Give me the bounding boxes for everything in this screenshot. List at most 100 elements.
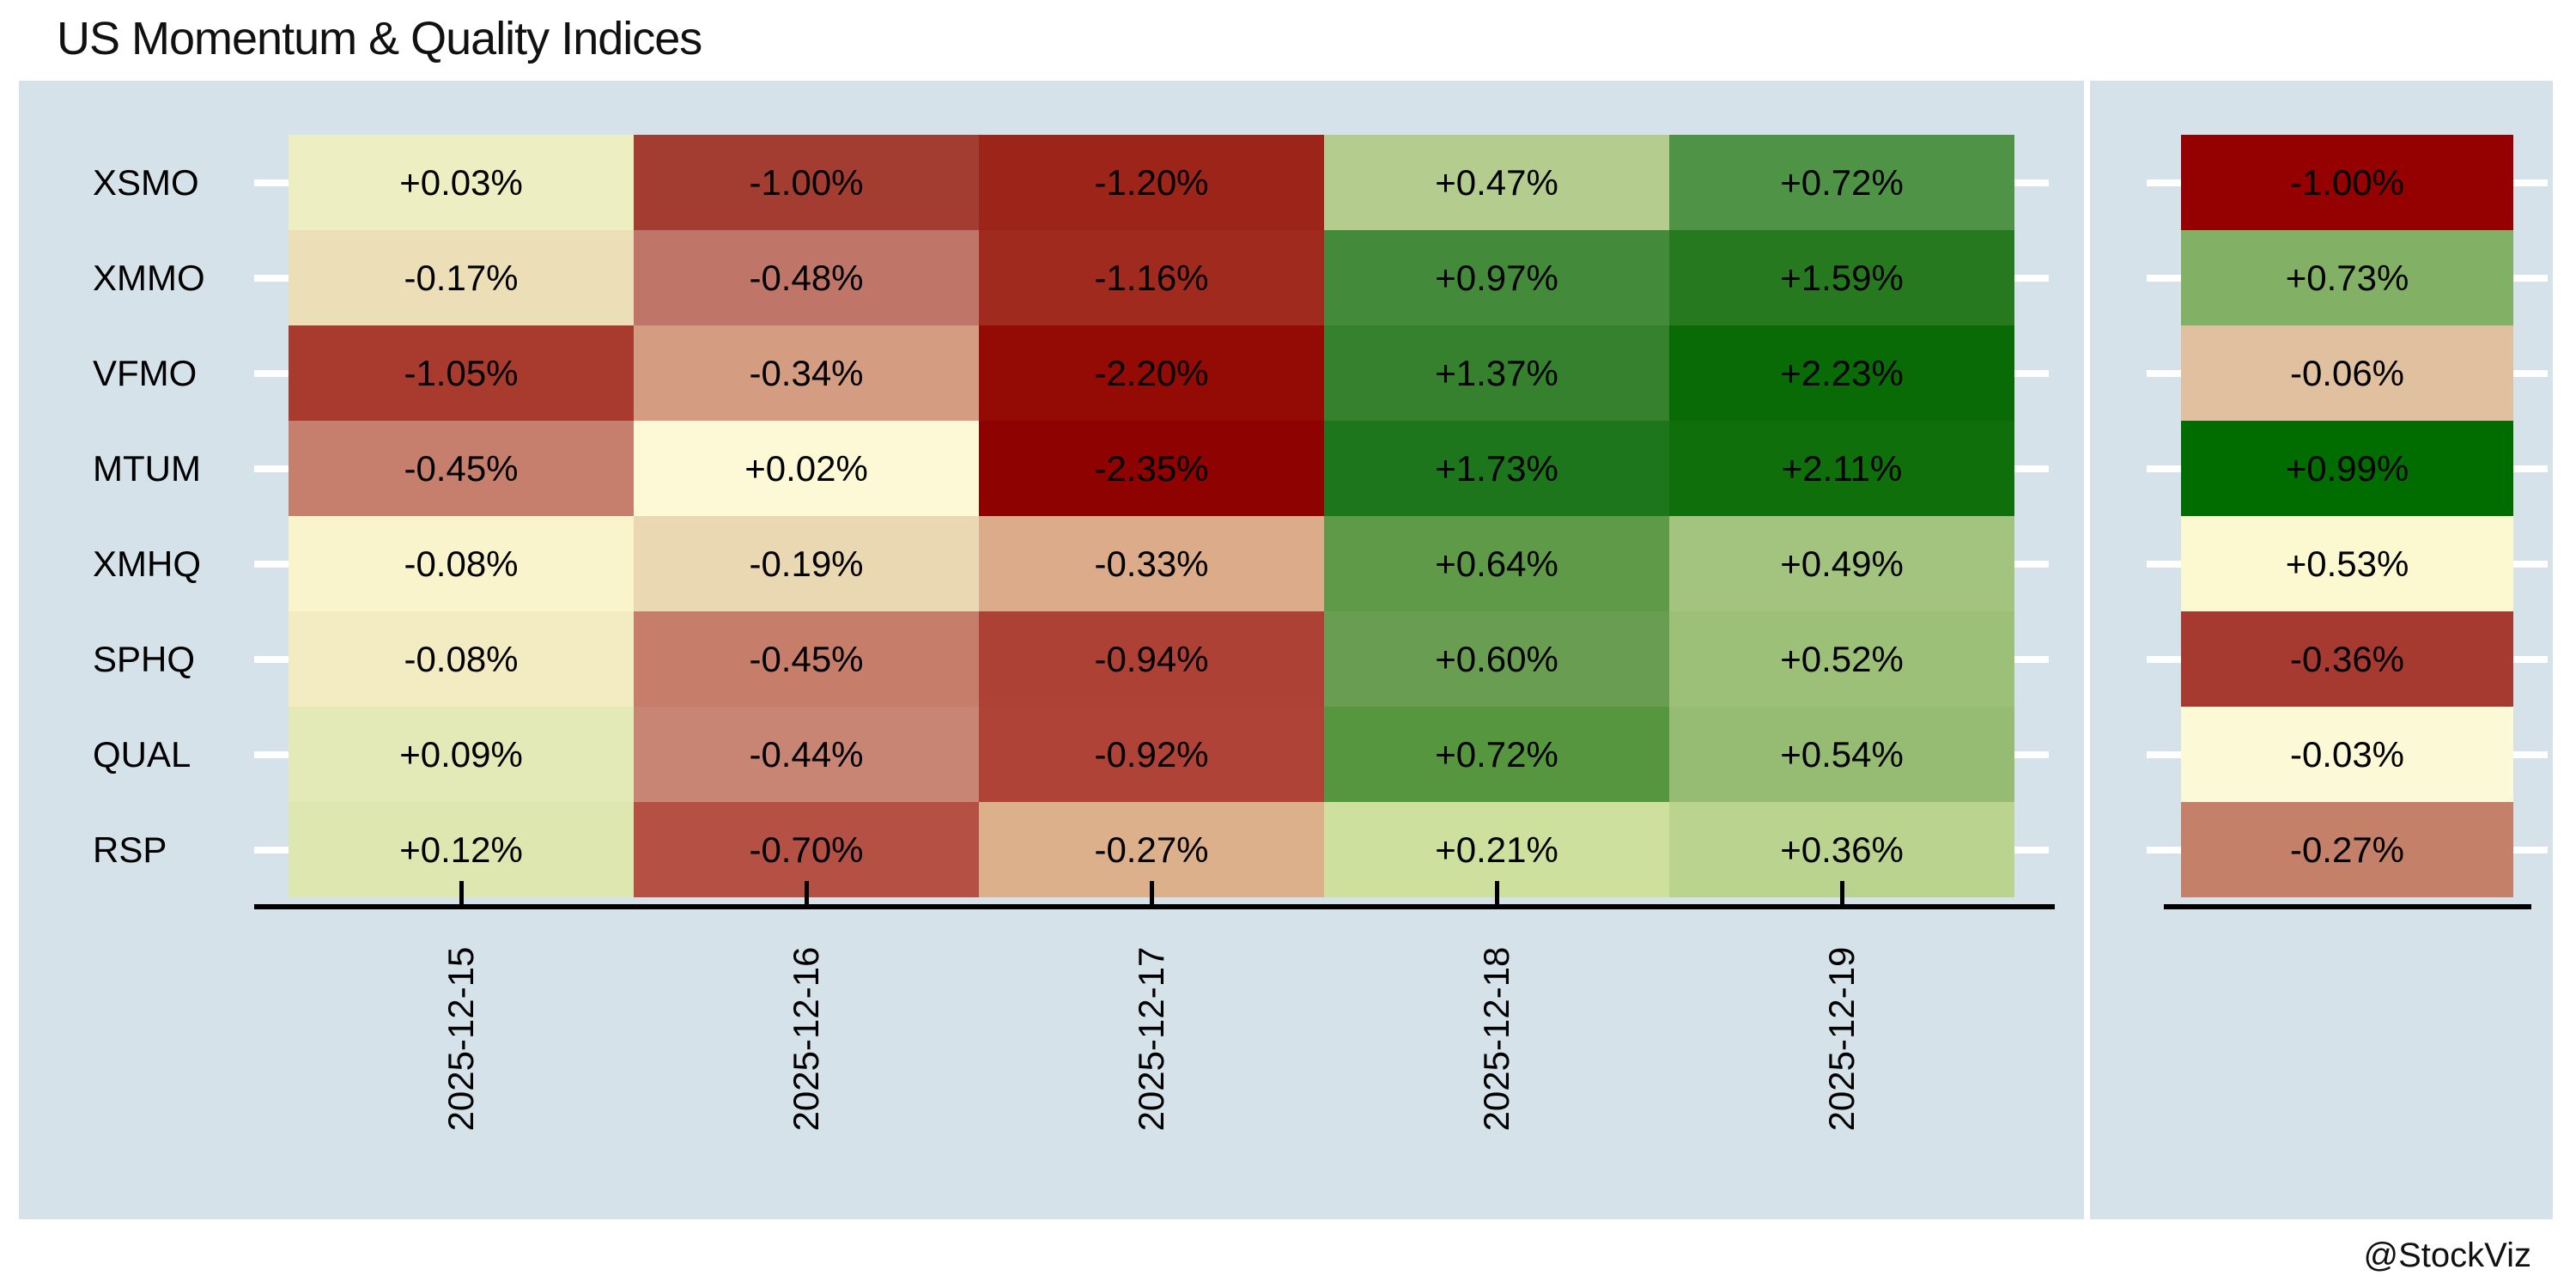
date-label: 2025-12-17: [1131, 946, 1171, 1132]
row-tick-dash: [2014, 465, 2049, 472]
summary-cell: -0.06%: [2181, 325, 2513, 421]
summary-cell: -0.27%: [2181, 802, 2513, 897]
heatmap-cell: -1.05%: [289, 325, 634, 421]
heatmap-cell: +2.23%: [1669, 325, 2014, 421]
row-tick-dash: [2147, 179, 2181, 186]
heatmap-cell: -0.08%: [289, 611, 634, 707]
heatmap-cell: +0.64%: [1324, 516, 1669, 611]
row-tick-dash: [2513, 750, 2548, 758]
heatmap-cell: +1.59%: [1669, 230, 2014, 325]
heatmap-cell: +1.73%: [1324, 421, 1669, 516]
heatmap-cell: -0.45%: [289, 421, 634, 516]
row-label-vfmo: VFMO: [93, 352, 197, 393]
heatmap-cell: -0.48%: [634, 230, 979, 325]
credit-watermark: @StockViz: [2363, 1236, 2532, 1274]
heatmap-cell: +0.47%: [1324, 135, 1669, 230]
summary-cell: -1.00%: [2181, 135, 2513, 230]
heatmap-cell: -1.16%: [979, 230, 1324, 325]
heatmap-cell: -0.33%: [979, 516, 1324, 611]
date-label: 2025-12-15: [440, 946, 481, 1132]
row-label-xsmo: XSMO: [93, 161, 199, 203]
summary-cell: -0.03%: [2181, 707, 2513, 802]
heatmap-cell: +0.72%: [1669, 135, 2014, 230]
date-tick: [1494, 881, 1499, 904]
row-tick-dash: [254, 846, 289, 854]
row-tick-dash: [2513, 655, 2548, 663]
row-tick-dash: [254, 274, 289, 282]
heatmap-cell: +0.02%: [634, 421, 979, 516]
summary-cell: -0.36%: [2181, 611, 2513, 707]
date-tick: [459, 881, 464, 904]
heatmap-cell: -0.08%: [289, 516, 634, 611]
heatmap-cell: -1.20%: [979, 135, 1324, 230]
row-label-xmhq: XMHQ: [93, 543, 201, 584]
row-tick-dash: [254, 369, 289, 377]
summary-cell: +0.73%: [2181, 230, 2513, 325]
heatmap-cell: -0.19%: [634, 516, 979, 611]
row-tick-dash: [2014, 655, 2049, 663]
date-label: 2025-12-19: [1821, 946, 1862, 1132]
heatmap-cell: -0.45%: [634, 611, 979, 707]
heatmap-cell: +0.97%: [1324, 230, 1669, 325]
row-tick-dash: [2147, 846, 2181, 854]
heatmap-cell: +1.37%: [1324, 325, 1669, 421]
row-tick-dash: [2014, 274, 2049, 282]
row-tick-dash: [2513, 465, 2548, 472]
row-tick-dash: [254, 465, 289, 472]
row-tick-dash: [254, 560, 289, 568]
row-tick-dash: [2513, 179, 2548, 186]
summary-x-axis-line: [2164, 904, 2531, 909]
heatmap-cell: +0.72%: [1324, 707, 1669, 802]
main-x-axis-line: [254, 904, 2055, 909]
heatmap-cell: -1.00%: [634, 135, 979, 230]
heatmap-cell: -0.94%: [979, 611, 1324, 707]
row-tick-dash: [2513, 846, 2548, 854]
date-label: 2025-12-18: [1476, 946, 1516, 1132]
row-tick-dash: [2014, 846, 2049, 854]
date-label: 2025-12-16: [786, 946, 826, 1132]
heatmap-cell: -0.44%: [634, 707, 979, 802]
heatmap-cell: -0.17%: [289, 230, 634, 325]
summary-cell: +0.53%: [2181, 516, 2513, 611]
heatmap-cell: -0.34%: [634, 325, 979, 421]
row-label-rsp: RSP: [93, 829, 167, 870]
row-tick-dash: [2014, 369, 2049, 377]
heatmap-cell: -2.20%: [979, 325, 1324, 421]
row-tick-dash: [2513, 369, 2548, 377]
row-tick-dash: [2014, 179, 2049, 186]
row-tick-dash: [2147, 560, 2181, 568]
heatmap-cell: +0.60%: [1324, 611, 1669, 707]
row-label-xmmo: XMMO: [93, 257, 205, 298]
row-tick-dash: [2147, 274, 2181, 282]
row-label-mtum: MTUM: [93, 447, 201, 489]
row-tick-dash: [2147, 369, 2181, 377]
row-label-qual: QUAL: [93, 733, 191, 775]
row-tick-dash: [254, 179, 289, 186]
heatmap-cell: +0.54%: [1669, 707, 2014, 802]
row-tick-dash: [254, 750, 289, 758]
heatmap-cell: +2.11%: [1669, 421, 2014, 516]
heatmap-cell: +0.12%: [289, 802, 634, 897]
row-tick-dash: [2014, 750, 2049, 758]
summary-cell: +0.99%: [2181, 421, 2513, 516]
row-tick-dash: [2147, 465, 2181, 472]
row-tick-dash: [2147, 655, 2181, 663]
row-tick-dash: [2147, 750, 2181, 758]
heatmap-cell: +0.52%: [1669, 611, 2014, 707]
row-tick-dash: [2014, 560, 2049, 568]
heatmap-cell: -0.92%: [979, 707, 1324, 802]
row-tick-dash: [2513, 274, 2548, 282]
date-tick: [1839, 881, 1844, 904]
heatmap-cell: -2.35%: [979, 421, 1324, 516]
chart-title: US Momentum & Quality Indices: [57, 13, 702, 64]
heatmap-cell: +0.49%: [1669, 516, 2014, 611]
date-tick: [804, 881, 809, 904]
row-label-sphq: SPHQ: [93, 638, 196, 679]
heatmap-cell: +0.03%: [289, 135, 634, 230]
heatmap-cell: +0.09%: [289, 707, 634, 802]
date-tick: [1149, 881, 1154, 904]
row-tick-dash: [254, 655, 289, 663]
row-tick-dash: [2513, 560, 2548, 568]
